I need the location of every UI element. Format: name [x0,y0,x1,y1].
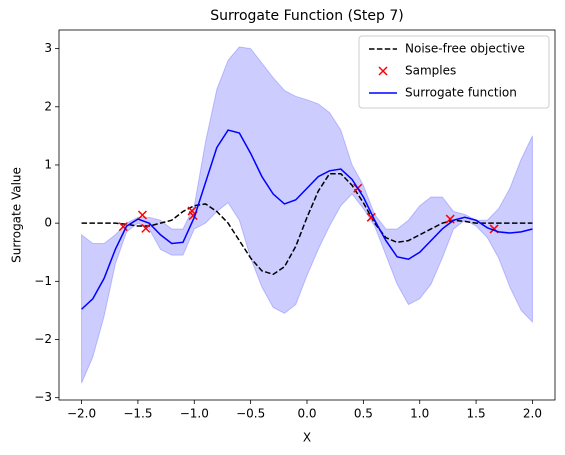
series-line [81,129,533,310]
x-tick-label: −1.5 [123,407,152,421]
x-tick-label: −2.0 [67,407,96,421]
y-axis-label: Surrogate Value [10,167,24,263]
y-tick-label: 3 [44,41,52,55]
confidence-band [81,46,533,384]
y-tick-label: −2 [34,332,52,346]
legend-label: Surrogate function [405,86,517,100]
chart-title: Surrogate Function (Step 7) [210,8,403,24]
y-tick-label: 1 [44,157,52,171]
x-axis-label: X [303,431,311,445]
y-tick-label: 0 [44,216,52,230]
legend-label: Noise-free objective [405,42,525,56]
legend-label: Samples [405,64,456,78]
sample-marker [137,210,147,220]
sample-marker [118,222,128,232]
series-line [81,172,533,276]
y-tick-label: −1 [34,274,52,288]
sample-marker [445,214,455,224]
legend-box [358,35,550,109]
x-tick-label: −1.0 [180,407,209,421]
y-tick-label: 2 [44,99,52,113]
legend-marker [378,66,388,76]
x-tick-label: −0.5 [236,407,265,421]
y-tick-label: −3 [34,390,52,404]
x-tick-label: 1.0 [410,407,429,421]
x-tick-label: 0.5 [354,407,373,421]
sample-marker [141,223,151,233]
x-tick-label: 0.0 [297,407,316,421]
x-tick-label: 2.0 [523,407,542,421]
x-tick-label: 1.5 [467,407,486,421]
